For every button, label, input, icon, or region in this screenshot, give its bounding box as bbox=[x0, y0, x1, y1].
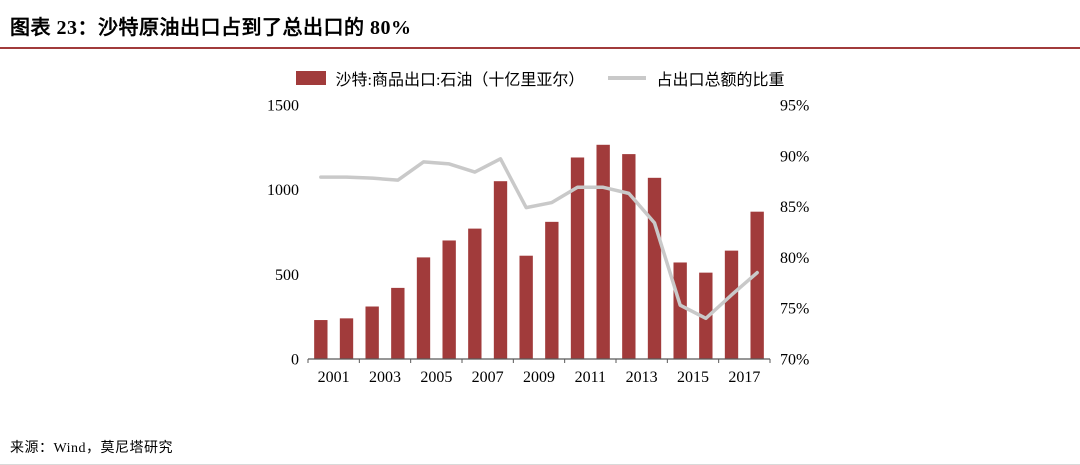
y-axis-right-label: 70% bbox=[780, 352, 809, 369]
source-note: 来源：Wind，莫尼塔研究 bbox=[10, 441, 174, 456]
y-axis-right-label: 75% bbox=[780, 301, 809, 318]
y-axis-right-label: 85% bbox=[780, 199, 809, 216]
x-axis-label: 2017 bbox=[728, 369, 760, 386]
x-axis-label: 2007 bbox=[472, 369, 504, 386]
bar bbox=[416, 257, 431, 359]
bar bbox=[493, 181, 508, 359]
bar bbox=[673, 262, 687, 359]
x-axis-label: 2003 bbox=[369, 369, 401, 386]
bar bbox=[365, 306, 379, 359]
bar bbox=[622, 154, 636, 359]
y-axis-right-label: 95% bbox=[780, 98, 809, 115]
bar bbox=[519, 255, 533, 359]
y-axis-left-label: 1000 bbox=[267, 182, 299, 199]
bar bbox=[699, 272, 713, 359]
bar bbox=[314, 320, 328, 359]
x-axis-label: 2009 bbox=[523, 369, 555, 386]
bar-series bbox=[314, 144, 764, 359]
x-axis-label: 2013 bbox=[626, 369, 658, 386]
y-axis-left-label: 0 bbox=[291, 352, 299, 369]
title-accent-rule bbox=[0, 47, 1080, 49]
figure-title: 图表 23：沙特原油出口占到了总出口的 80% bbox=[10, 17, 412, 39]
bar bbox=[468, 228, 482, 359]
bar bbox=[442, 240, 456, 359]
line-series-label: 占出口总额的比重 bbox=[656, 72, 785, 89]
bar bbox=[724, 250, 739, 359]
bar bbox=[545, 221, 559, 359]
y-axis-left-label: 1500 bbox=[267, 98, 299, 115]
x-axis-ticks bbox=[307, 359, 771, 363]
y-axis-right-label: 90% bbox=[780, 148, 809, 165]
export-combo-chart: 0 500 1000 1500 70% 75% 80% 85% 90% 95% 2001 2003 20… bbox=[267, 98, 809, 387]
x-axis-label: 2001 bbox=[318, 369, 350, 386]
y-axis-right-label: 80% bbox=[780, 250, 809, 267]
x-axis-label: 2005 bbox=[420, 369, 452, 386]
bar-series-swatch bbox=[295, 71, 326, 85]
bar bbox=[570, 157, 585, 359]
chart-block: 沙特:商品出口:石油（十亿里亚尔） 占出口总额的比重 0 500 1000 1500 7… bbox=[250, 65, 830, 396]
bar bbox=[391, 287, 405, 359]
line-series-swatch bbox=[608, 76, 647, 80]
bar bbox=[647, 177, 662, 359]
line-series bbox=[319, 157, 759, 321]
x-axis-label: 2011 bbox=[575, 369, 606, 386]
bar bbox=[339, 318, 354, 359]
bar-series-label: 沙特:商品出口:石油（十亿里亚尔） bbox=[335, 72, 585, 89]
bar bbox=[596, 144, 610, 359]
y-axis-left-label: 500 bbox=[275, 267, 299, 284]
x-axis-label: 2015 bbox=[677, 369, 709, 386]
chart-legend: 沙特:商品出口:石油（十亿里亚尔） 占出口总额的比重 bbox=[250, 65, 830, 91]
bar bbox=[750, 211, 764, 359]
